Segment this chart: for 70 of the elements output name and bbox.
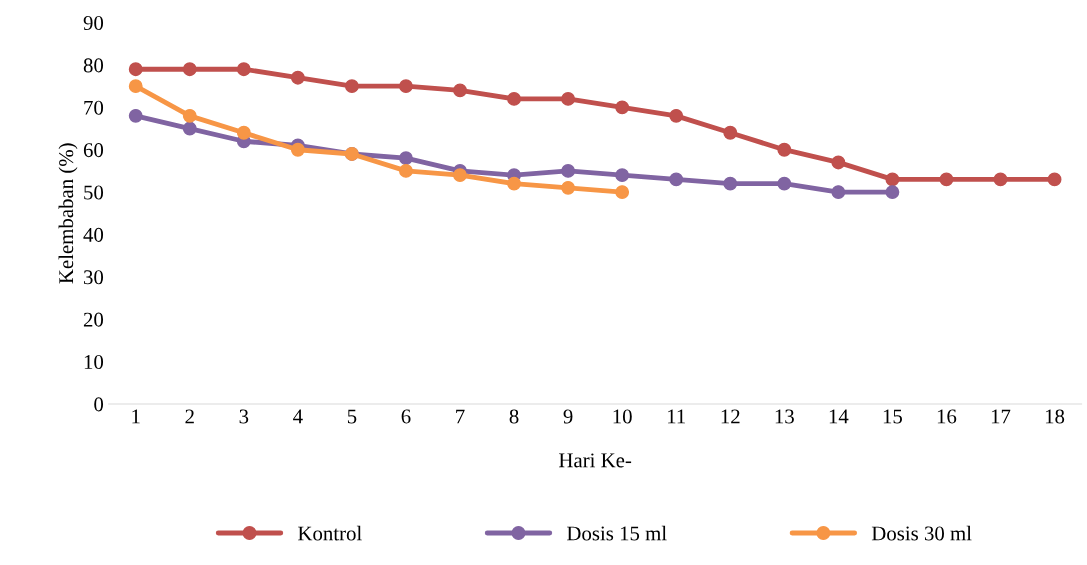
point — [453, 83, 467, 98]
y-tick-label: 60 — [83, 143, 104, 158]
x-tick-label: 4 — [293, 409, 303, 424]
x-tick-label: 5 — [347, 409, 357, 424]
x-tick-label: 7 — [456, 409, 465, 424]
point — [399, 151, 413, 166]
point — [290, 142, 305, 157]
point — [615, 168, 630, 183]
point — [831, 155, 846, 170]
x-tick-label: 8 — [509, 409, 519, 424]
point — [128, 79, 143, 94]
point — [236, 62, 251, 77]
y-tick-label: 0 — [94, 397, 104, 412]
x-tick-label: 1 — [132, 409, 140, 424]
x-tick-label: 6 — [401, 409, 411, 424]
point — [669, 108, 684, 123]
point — [561, 91, 576, 106]
x-tick-label: 14 — [829, 409, 849, 424]
point — [128, 62, 143, 77]
point — [561, 163, 576, 178]
x-axis-title: Hari Ke- — [559, 453, 632, 468]
point — [993, 172, 1008, 187]
legend-label: Dosis 15 ml — [567, 525, 667, 541]
y-tick-label: 70 — [84, 100, 104, 115]
x-tick-label: 15 — [883, 409, 902, 424]
point — [885, 185, 900, 200]
legend-label: Kontrol — [298, 525, 362, 541]
x-tick-label: 16 — [937, 409, 957, 424]
y-axis-title: Kelembaban (%) — [58, 143, 78, 284]
point — [669, 172, 684, 187]
x-tick-label: 2 — [185, 409, 194, 424]
point — [831, 185, 846, 200]
legend-label: Dosis 30 ml — [871, 525, 972, 541]
point — [723, 125, 738, 140]
y-tick-label: 50 — [84, 185, 104, 200]
x-tick-label: 18 — [1045, 409, 1065, 424]
point — [777, 142, 792, 157]
point — [182, 108, 197, 123]
x-tick-label: 12 — [721, 409, 740, 424]
y-tick-label: 90 — [83, 15, 104, 31]
point — [777, 176, 792, 191]
y-tick-label: 10 — [84, 354, 104, 370]
point — [615, 185, 630, 200]
point — [290, 70, 305, 85]
point — [615, 100, 630, 115]
x-tick-label: 9 — [563, 409, 573, 424]
point — [507, 176, 522, 191]
point — [399, 79, 413, 94]
point — [128, 108, 143, 123]
point — [561, 180, 576, 195]
point — [507, 91, 522, 106]
point — [399, 163, 413, 178]
y-tick-label: 30 — [84, 270, 104, 285]
y-tick-label: 80 — [83, 58, 104, 73]
point — [885, 172, 900, 187]
point — [182, 121, 197, 136]
y-tick-label: 20 — [83, 312, 104, 327]
y-tick-label: 40 — [83, 227, 104, 242]
x-tick-label: 17 — [991, 409, 1011, 424]
point — [1047, 172, 1062, 187]
point — [182, 62, 197, 77]
point — [939, 172, 954, 187]
x-tick-label: 11 — [668, 409, 685, 424]
x-tick-label: 10 — [613, 409, 632, 424]
x-tick-label: 3 — [239, 409, 249, 424]
point — [453, 168, 467, 183]
point — [236, 125, 251, 140]
point — [344, 79, 359, 94]
point — [723, 176, 738, 191]
x-tick-label: 13 — [775, 409, 794, 424]
